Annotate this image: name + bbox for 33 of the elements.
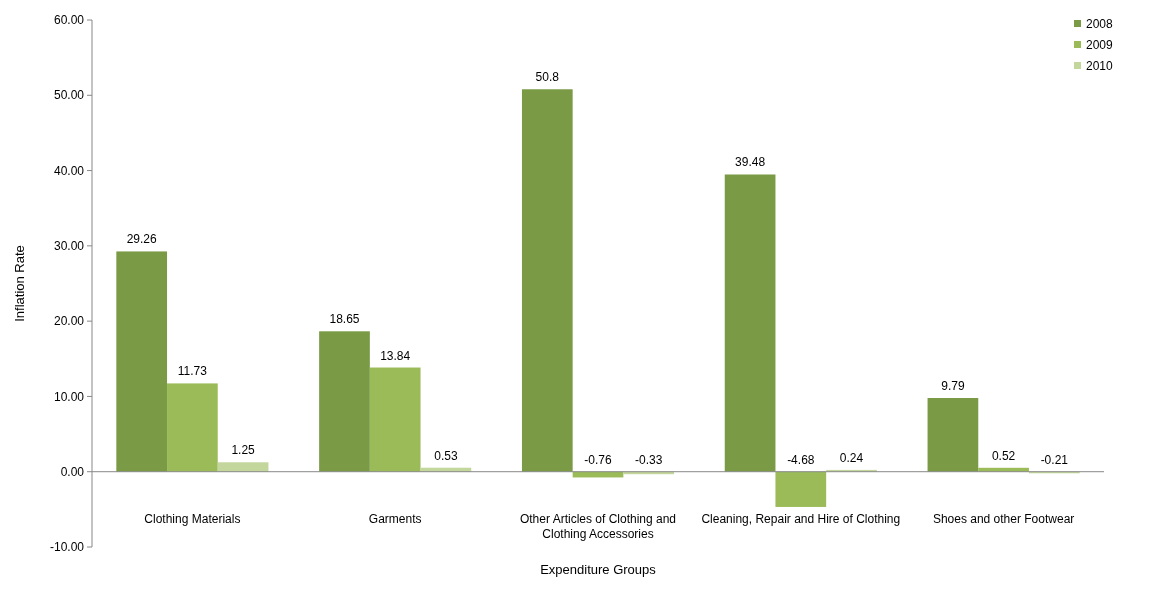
- y-tick-label: 40.00: [53, 163, 85, 178]
- x-tick-label: Clothing Materials: [144, 511, 241, 526]
- data-label: 0.53: [434, 448, 458, 463]
- data-label: -0.33: [635, 452, 663, 467]
- x-axis-title: Expenditure Groups: [540, 562, 657, 577]
- data-label: -0.21: [1040, 452, 1069, 467]
- y-tick-label: -10.00: [49, 540, 85, 555]
- data-label: 0.52: [991, 448, 1016, 463]
- data-label: 50.8: [535, 70, 560, 85]
- y-axis-title: Inflation Rate: [12, 245, 27, 322]
- data-label: 39.48: [735, 155, 766, 170]
- data-label: 0.24: [839, 450, 864, 465]
- x-tick-label: Other Articles of Clothing and Clothing Accessories: [519, 511, 677, 541]
- legend-label: 2009: [1086, 38, 1114, 53]
- x-tick-label: Shoes and other Footwear: [932, 511, 1075, 526]
- data-label: 9.79: [941, 379, 965, 394]
- data-label: -4.68: [787, 452, 815, 467]
- data-label: 18.65: [329, 312, 360, 327]
- data-label: 29.26: [126, 232, 158, 247]
- x-tick-label: Garments: [368, 511, 422, 526]
- y-tick-label: 30.00: [53, 239, 85, 254]
- data-label: 13.84: [380, 348, 411, 363]
- legend-label: 2010: [1086, 59, 1114, 74]
- data-label: 11.73: [177, 364, 208, 379]
- legend-label: 2008: [1086, 17, 1114, 32]
- data-label: -0.76: [584, 452, 612, 467]
- y-tick-label: 20.00: [53, 314, 85, 329]
- data-label: 1.25: [231, 443, 256, 458]
- y-tick-label: 10.00: [53, 389, 85, 404]
- y-tick-label: 60.00: [53, 13, 85, 28]
- x-tick-label: Cleaning, Repair and Hire of Clothing: [701, 511, 901, 526]
- y-tick-label: 50.00: [53, 88, 85, 103]
- y-tick-label: 0.00: [60, 464, 85, 479]
